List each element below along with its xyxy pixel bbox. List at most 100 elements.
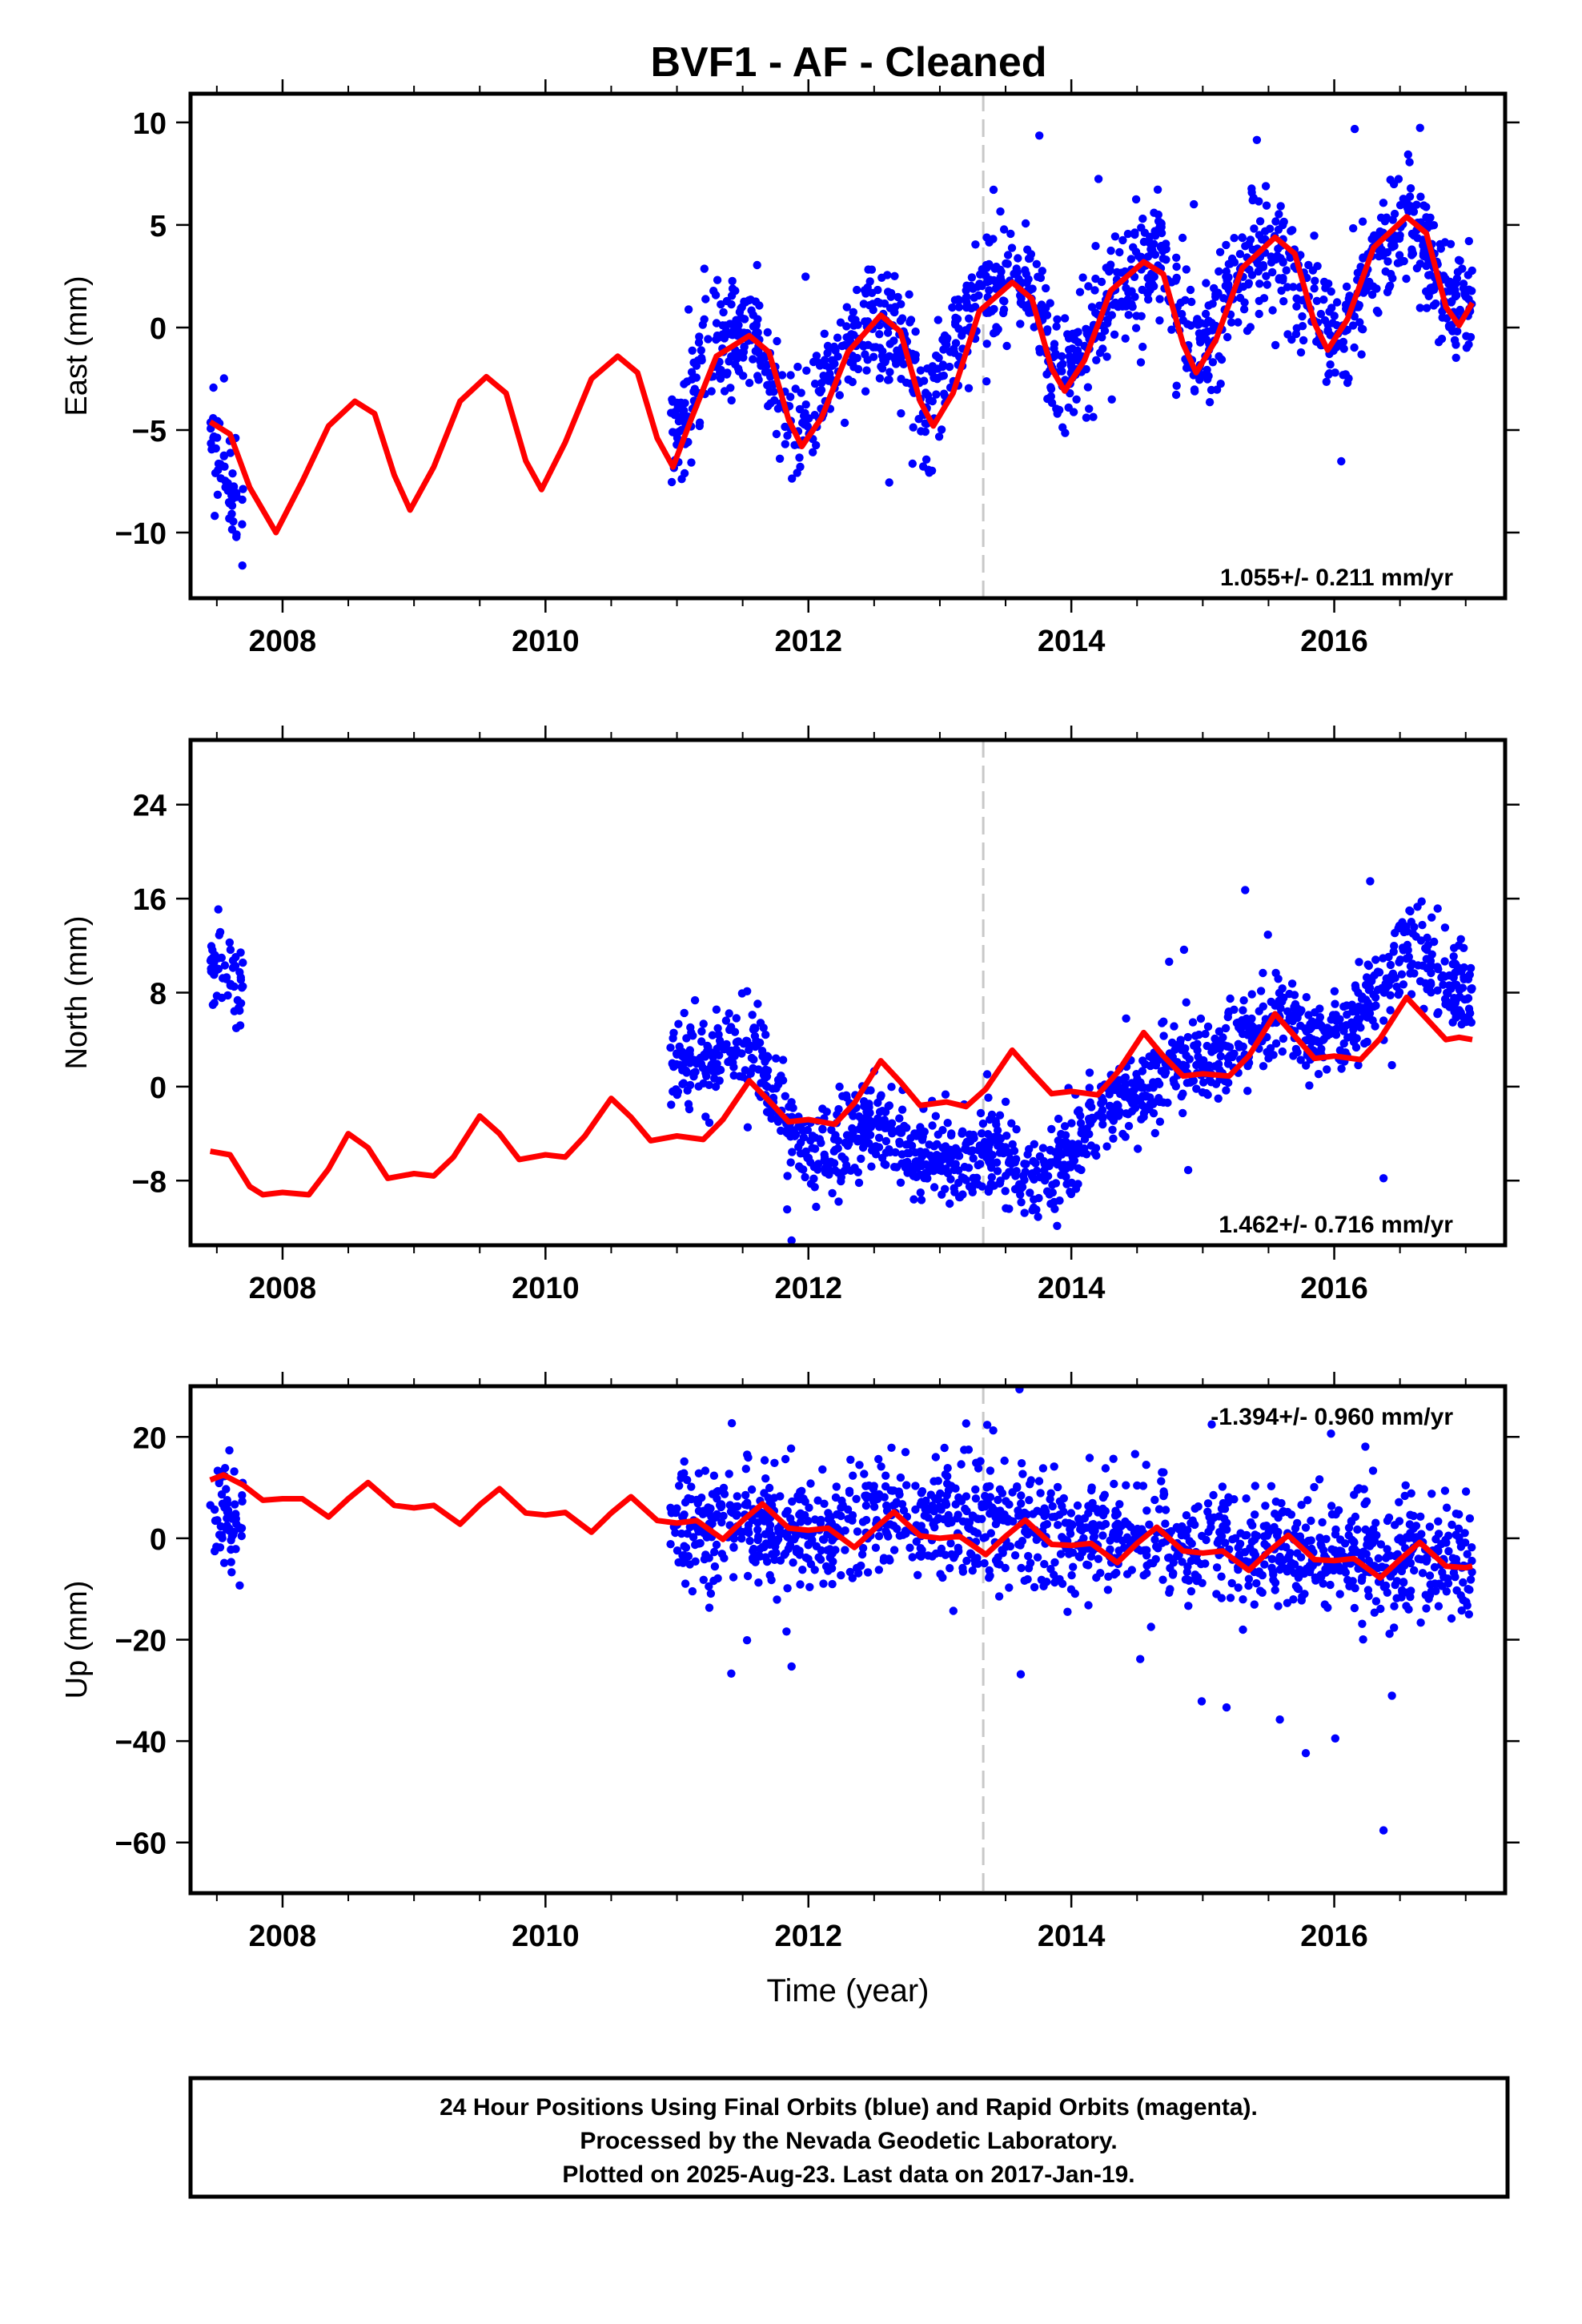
data-point [1247,188,1256,197]
data-point [1300,1590,1309,1598]
data-point [897,1105,907,1114]
x-tick-label: 2008 [249,1920,317,1953]
data-point [1125,1537,1134,1546]
data-point [1042,328,1052,336]
data-point [699,1019,708,1028]
data-point [1390,1602,1399,1610]
data-point [761,1030,770,1039]
data-point [1006,1516,1015,1526]
data-point [694,338,704,347]
data-point [1192,1556,1202,1566]
data-point [1452,274,1462,283]
y-tick-label: −10 [115,517,167,551]
y-axis-label: East (mm) [60,275,94,416]
data-point [1332,1016,1341,1026]
data-point [1110,1511,1120,1520]
data-points [206,1386,1476,1835]
plot-frame [188,91,1508,601]
data-point [1169,1558,1178,1567]
data-point [1036,273,1046,283]
data-point [666,1540,675,1549]
data-point [709,1576,718,1586]
data-point [857,1120,866,1129]
data-point [1324,370,1333,379]
data-point [1423,933,1431,943]
data-point [849,357,857,367]
data-point [1274,244,1283,253]
data-point [808,1144,817,1152]
data-point [855,1461,864,1470]
data-point [795,453,804,462]
data-point [1362,1012,1371,1021]
data-point [220,961,230,970]
data-point [875,330,884,339]
y-tick-label: −60 [115,1827,167,1861]
data-point [219,374,228,383]
data-point [1304,1536,1313,1546]
data-point [1282,266,1291,275]
model-line [209,994,1473,1198]
data-point [1271,1001,1279,1010]
data-point [225,938,234,947]
data-point [1457,1606,1466,1615]
data-point [1287,227,1295,235]
data-point [864,340,873,349]
data-point [1187,297,1196,307]
data-point [1418,1569,1427,1578]
data-point [1120,1084,1129,1093]
data-point [1223,275,1231,285]
data-point [903,1168,912,1177]
data-point [1024,1564,1034,1573]
data-point [1339,1002,1348,1011]
data-point [1255,217,1265,226]
data-point [1235,293,1245,303]
data-point [1060,314,1070,323]
data-point [673,1504,681,1513]
data-point [212,1542,221,1551]
data-point [849,1471,857,1480]
data-point [1368,1466,1378,1475]
data-point [1249,1548,1258,1558]
data-point [1161,1068,1170,1077]
data-point [1405,906,1414,915]
data-point [1021,219,1030,228]
data-point [1299,336,1308,345]
data-point [1014,1182,1023,1192]
data-point [766,399,775,408]
data-point [1358,217,1367,226]
data-point [1370,1608,1379,1617]
data-point [1390,1623,1399,1632]
data-point [1289,1595,1298,1604]
data-point [1393,259,1403,267]
data-point [1098,344,1107,353]
data-point [1046,383,1055,392]
data-point [1006,229,1015,239]
data-point [1120,1074,1129,1083]
data-point [1200,370,1209,380]
data-point [715,1076,724,1085]
data-point [845,1486,854,1496]
data-point [1250,1600,1259,1609]
data-point [1369,1002,1379,1011]
data-point [993,1167,1002,1176]
data-point [901,1448,910,1457]
data-point [1435,239,1445,249]
data-point [214,905,223,914]
data-point [1255,197,1263,206]
data-point [1136,1097,1145,1106]
y-tick-label: −5 [132,415,167,448]
data-point [1012,264,1021,273]
data-point [1113,267,1122,277]
data-point [698,1510,708,1519]
data-point [1464,236,1474,246]
data-point [1340,1539,1350,1548]
data-point [1031,1159,1040,1168]
data-point [783,1205,792,1214]
data-point [1171,1082,1181,1091]
data-point [1183,1032,1193,1042]
data-point [765,1483,774,1493]
data-point [702,1533,712,1542]
data-point [732,1511,741,1520]
